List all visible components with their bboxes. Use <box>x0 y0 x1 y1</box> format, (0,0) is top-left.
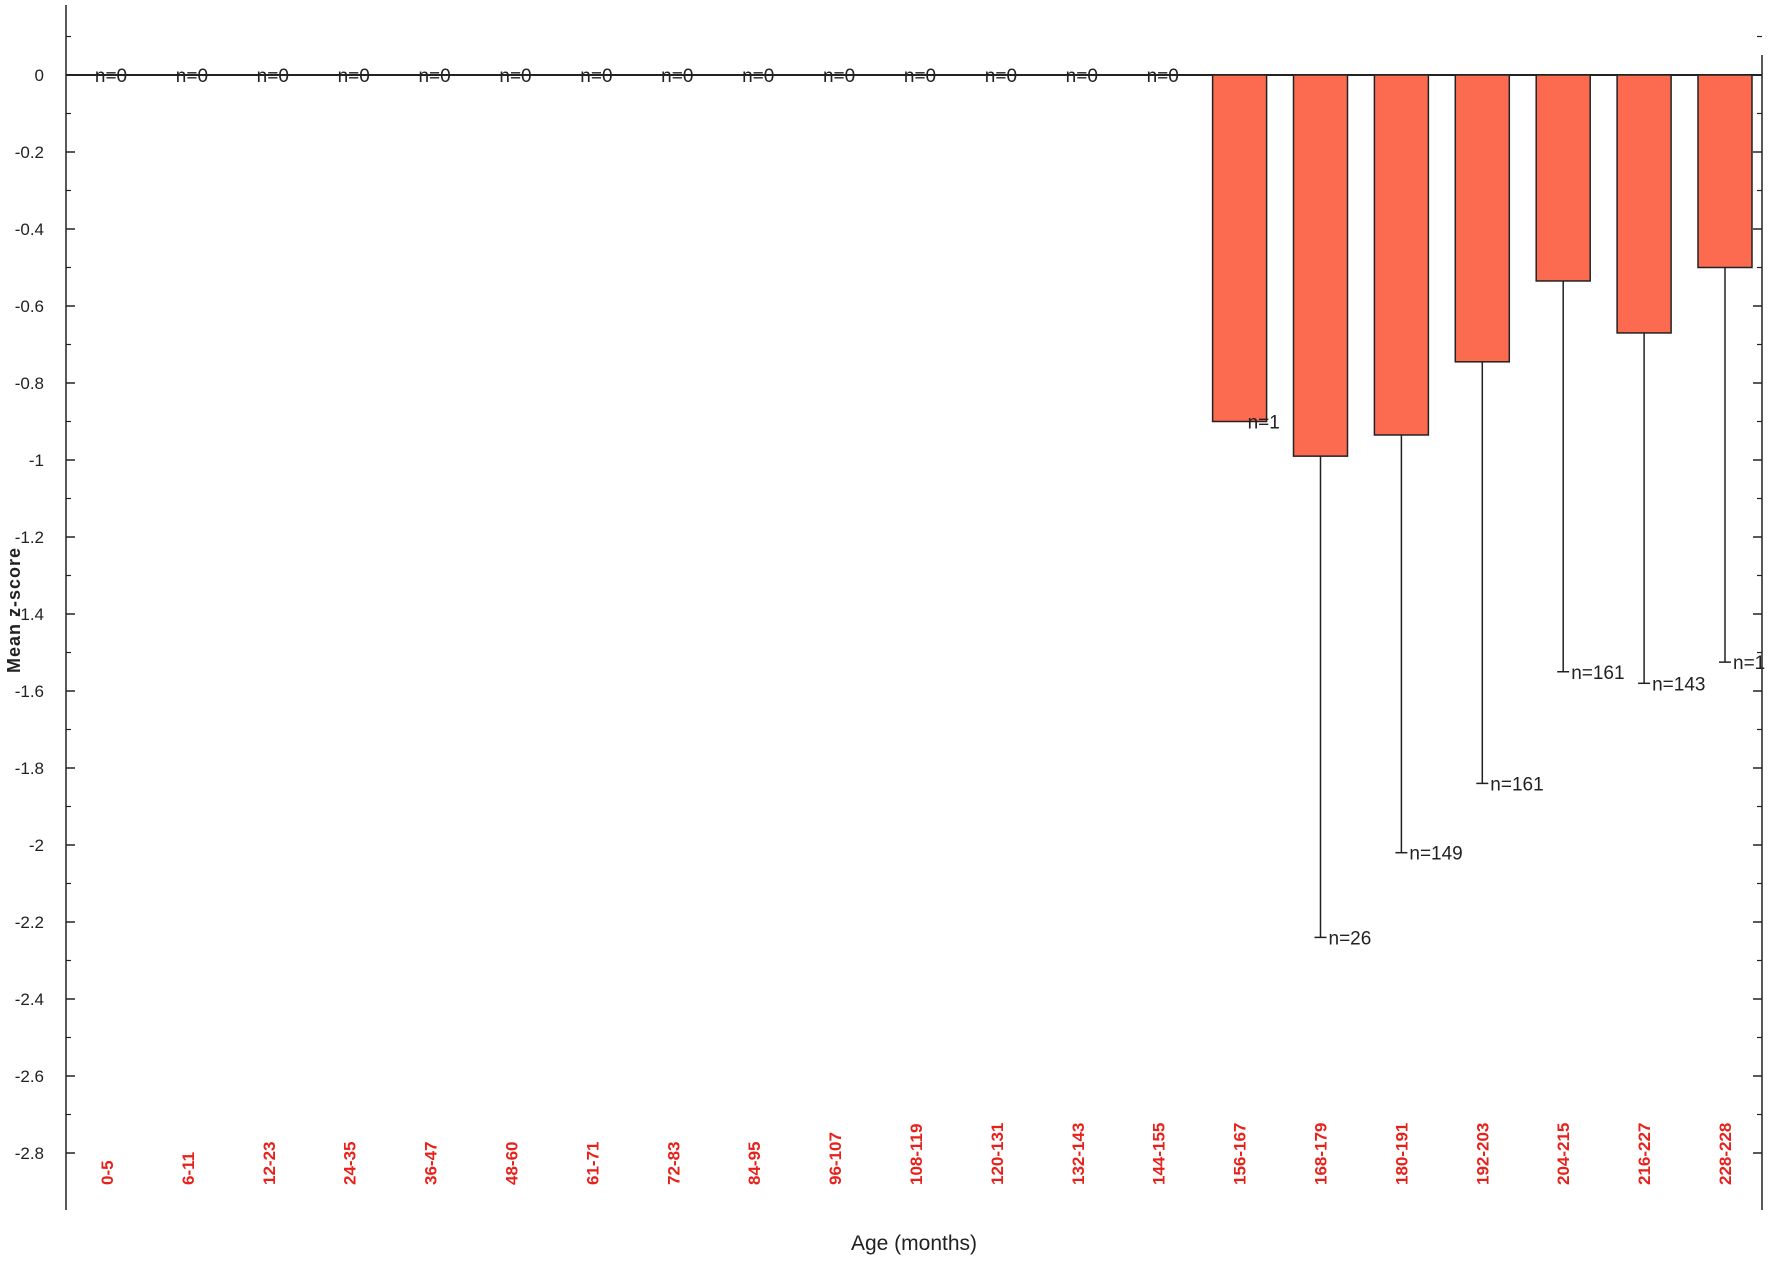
y-tick-label: -0.8 <box>15 374 44 393</box>
y-tick-label: -2.4 <box>15 990 44 1009</box>
bar <box>1616 74 1672 334</box>
y-tick-label: -1.2 <box>15 528 44 547</box>
n-label: n=0 <box>1147 66 1179 87</box>
y-tick-label: -1 <box>29 451 44 470</box>
x-category-label: 61-71 <box>583 1142 602 1185</box>
y-tick-label: -0.4 <box>15 220 44 239</box>
x-category-label: 72-83 <box>664 1142 683 1185</box>
n-label: n=0 <box>985 66 1017 87</box>
n-label: n=0 <box>1066 66 1098 87</box>
x-category-label: 180-191 <box>1392 1123 1411 1185</box>
x-category-label: 156-167 <box>1231 1123 1250 1185</box>
x-category-label: 36-47 <box>422 1142 441 1185</box>
x-category-label: 6-11 <box>179 1152 198 1185</box>
x-category-label: 228-228 <box>1716 1123 1735 1185</box>
n-label: n=1 <box>1248 413 1280 434</box>
n-label: n=26 <box>1329 928 1372 949</box>
x-category-label: 204-215 <box>1554 1123 1573 1185</box>
x-category-label: 0-5 <box>98 1160 117 1185</box>
bar <box>1697 74 1753 269</box>
n-label: n=0 <box>95 66 127 87</box>
x-category-label: 12-23 <box>260 1142 279 1185</box>
x-category-label: 84-95 <box>745 1142 764 1185</box>
n-label: n=149 <box>1409 844 1462 865</box>
y-tick-label: -0.6 <box>15 297 44 316</box>
y-axis-title: Mean z-score <box>4 547 24 673</box>
bars <box>1211 74 1753 457</box>
x-category-label: 192-203 <box>1473 1123 1492 1185</box>
y-tick-label: -2 <box>29 836 44 855</box>
y-axis-ticks: 0 -0.2 -0.4 -0.6 -0.8 -1 -1.2 -1.4 -1.6 -1.8 -2 -2.… <box>15 35 1762 1163</box>
n-label: n=161 <box>1490 774 1543 795</box>
plot-frame <box>65 5 1763 1210</box>
y-tick-label: -1.8 <box>15 759 44 778</box>
y-tick-label: -2.8 <box>15 1144 44 1163</box>
bar <box>1454 74 1511 363</box>
n-label: n=0 <box>823 66 855 87</box>
x-category-label: 96-107 <box>826 1132 845 1185</box>
n-label: n=0 <box>499 66 531 87</box>
x-category-label: 144-155 <box>1150 1123 1169 1185</box>
n-label: n=0 <box>904 66 936 87</box>
x-category-label: 24-35 <box>341 1142 360 1185</box>
n-label: n=0 <box>418 66 450 87</box>
x-category-label: 120-131 <box>988 1123 1007 1185</box>
bar <box>1373 74 1430 436</box>
x-category-label: 132-143 <box>1069 1123 1088 1185</box>
error-bars <box>1314 267 1731 939</box>
y-tick-label: -1.6 <box>15 682 44 701</box>
y-tick-label: -2.2 <box>15 913 44 932</box>
x-category-label: 108-119 <box>907 1124 926 1185</box>
bar <box>1211 74 1268 423</box>
bar <box>1535 74 1591 282</box>
x-category-label: 48-60 <box>503 1142 522 1185</box>
n-label: n=0 <box>176 66 208 87</box>
n-label: n=1 <box>1733 653 1765 674</box>
bar <box>1292 74 1349 457</box>
x-axis-title: Age (months) <box>851 1232 977 1255</box>
n-label: n=0 <box>580 66 612 87</box>
n-label: n=143 <box>1652 674 1705 695</box>
n-labels: n=0 n=0 n=0 n=0 n=0 n=0 n=0 n=0 n=0 n=0 n=0 n=0 n=0 n… <box>95 66 1765 949</box>
n-label: n=0 <box>257 66 289 87</box>
x-category-label: 168-179 <box>1312 1123 1331 1185</box>
y-tick-label: 0 <box>35 66 44 85</box>
n-label: n=0 <box>338 66 370 87</box>
y-tick-label: -0.2 <box>15 143 44 162</box>
n-label: n=161 <box>1571 663 1624 684</box>
y-tick-label: -1.4 <box>15 605 44 624</box>
n-label: n=0 <box>742 66 774 87</box>
category-labels: 0-5 6-11 12-23 24-35 36-47 48-60 61-71 72-83 84-… <box>98 1123 1735 1185</box>
y-tick-label: -2.6 <box>15 1067 44 1086</box>
n-label: n=0 <box>661 66 693 87</box>
x-category-label: 216-227 <box>1635 1123 1654 1185</box>
